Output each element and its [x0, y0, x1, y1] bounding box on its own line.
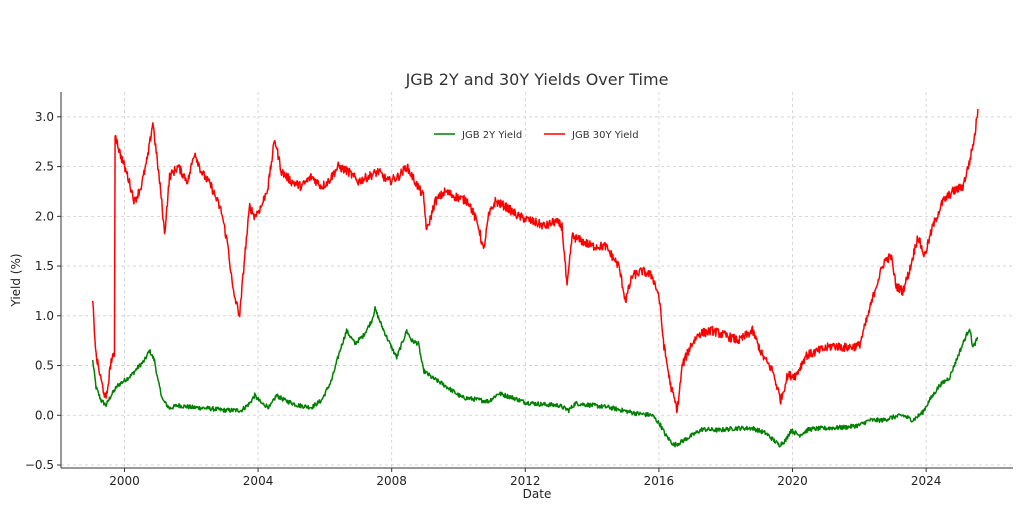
y-tick-label: 3.0 — [35, 110, 54, 124]
y-axis-label: Yield (%) — [9, 253, 23, 307]
y-tick-label: −0.5 — [25, 458, 54, 472]
x-tick-label: 2012 — [510, 474, 541, 488]
x-ticks: 2000 2004 2008 2012 2016 2020 2024 — [109, 468, 941, 488]
x-tick-label: 2004 — [243, 474, 274, 488]
axes — [60, 92, 1013, 469]
legend-label-30y: JGB 30Y Yield — [571, 130, 639, 141]
y-tick-label: 0.5 — [35, 359, 54, 373]
x-tick-label: 2016 — [644, 474, 675, 488]
series-line-2y — [91, 305, 979, 448]
y-tick-label: 2.5 — [35, 160, 54, 174]
series — [91, 108, 979, 448]
y-tick-label: 0.0 — [35, 408, 54, 422]
legend: JGB 2Y Yield JGB 30Y Yield — [434, 130, 639, 141]
x-tick-label: 2000 — [109, 474, 140, 488]
chart-title: JGB 2Y and 30Y Yields Over Time — [405, 70, 669, 89]
x-tick-label: 2020 — [777, 474, 808, 488]
x-tick-label: 2024 — [911, 474, 942, 488]
y-tick-label: 2.0 — [35, 209, 54, 223]
x-axis-label: Date — [523, 487, 552, 501]
y-ticks: −0.5 0.0 0.5 1.0 1.5 2.0 2.5 3.0 — [25, 110, 61, 472]
grid — [61, 92, 1013, 468]
x-tick-label: 2008 — [376, 474, 407, 488]
y-tick-label: 1.0 — [35, 309, 54, 323]
series-line-30y — [91, 108, 979, 414]
y-tick-label: 1.5 — [35, 259, 54, 273]
legend-label-2y: JGB 2Y Yield — [461, 130, 522, 141]
